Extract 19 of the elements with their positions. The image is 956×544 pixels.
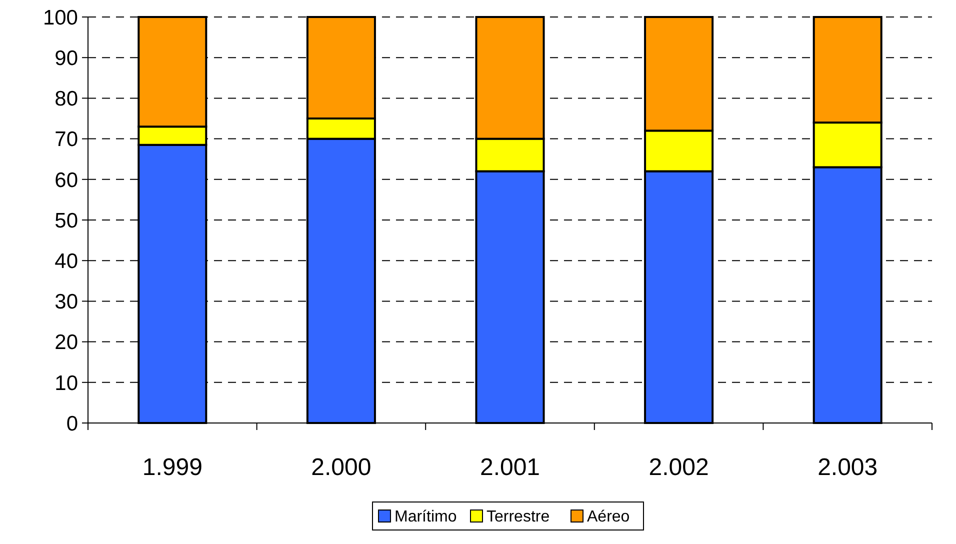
x-tick-label: 2.000 [311, 454, 372, 481]
y-tick-label: 60 [54, 168, 78, 192]
y-tick-label: 30 [54, 290, 78, 314]
y-tick-label: 70 [54, 128, 78, 152]
x-tick-label: 2.002 [648, 454, 709, 481]
y-tick-label: 40 [54, 250, 78, 273]
y-tick-label: 0 [66, 412, 78, 436]
y-tick-label: 10 [54, 372, 78, 395]
legend-label: Marítimo [394, 508, 457, 526]
y-tick-label: 20 [54, 331, 78, 354]
legend-label: Aéreo [587, 508, 630, 526]
x-tick-label: 2.003 [818, 454, 878, 481]
y-tick-label: 100 [42, 6, 78, 30]
y-tick-label: 80 [54, 88, 78, 111]
y-tick-label: 50 [54, 209, 78, 232]
x-tick-label: 1.999 [142, 454, 202, 481]
legend-label: Terrestre [486, 508, 550, 526]
x-tick-label: 2.001 [480, 454, 540, 481]
y-tick-label: 90 [54, 46, 78, 70]
